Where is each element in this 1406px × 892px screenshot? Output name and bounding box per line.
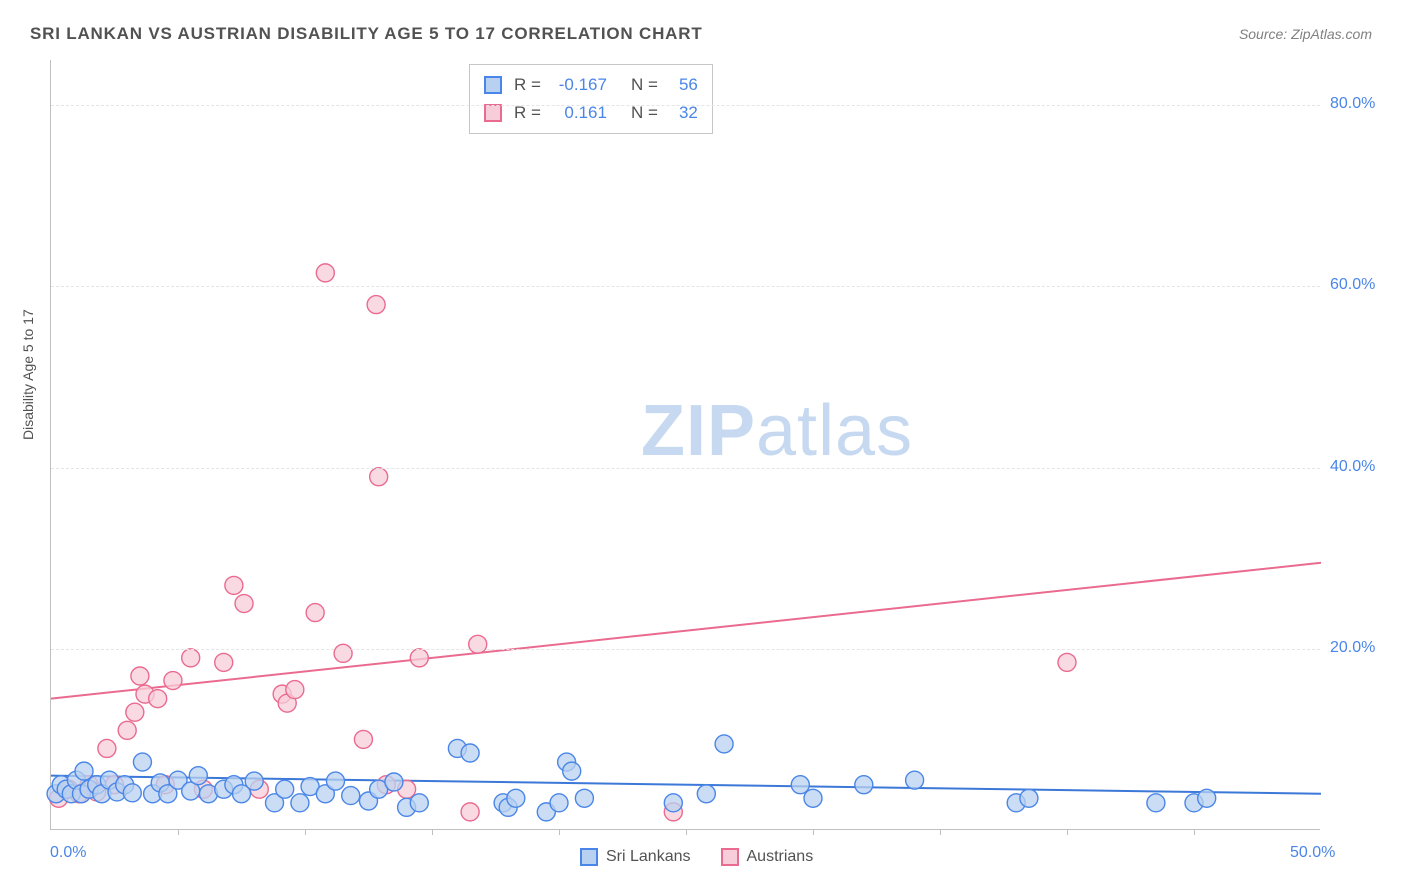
scatter-point [715,735,733,753]
scatter-point [1058,653,1076,671]
scatter-point [326,772,344,790]
y-tick-label: 80.0% [1330,95,1375,113]
scatter-point [276,780,294,798]
y-axis-label: Disability Age 5 to 17 [20,309,36,440]
scatter-point [235,595,253,613]
scatter-point [316,264,334,282]
scatter-point [334,644,352,662]
x-tick [1067,829,1068,835]
x-tick [1194,829,1195,835]
scatter-point [245,772,263,790]
x-tick-label: 50.0% [1290,844,1335,862]
series-legend: Sri Lankans Austrians [580,848,813,866]
scatter-point [461,803,479,821]
r-value: 0.161 [551,99,607,127]
scatter-point [306,604,324,622]
legend-row: R = -0.167 N = 56 [484,71,698,99]
scatter-point [286,681,304,699]
gridline [51,105,1320,106]
scatter-point [291,794,309,812]
scatter-point [461,744,479,762]
gridline [51,468,1320,469]
legend-item: Sri Lankans [580,848,691,866]
scatter-point [385,773,403,791]
scatter-point [563,762,581,780]
x-tick [559,829,560,835]
n-value: 32 [668,99,698,127]
x-tick-label: 0.0% [50,844,86,862]
legend-swatch [484,76,502,94]
n-label: N = [631,71,658,99]
scatter-point [1198,789,1216,807]
scatter-point [215,653,233,671]
n-value: 56 [668,71,698,99]
n-label: N = [631,99,658,127]
scatter-point [118,721,136,739]
legend-item: Austrians [721,848,814,866]
scatter-point [225,576,243,594]
scatter-point [164,672,182,690]
source-label: Source: ZipAtlas.com [1239,26,1372,42]
legend-swatch [484,104,502,122]
scatter-point [342,787,360,805]
x-tick [178,829,179,835]
scatter-point [410,794,428,812]
legend-label: Sri Lankans [606,848,691,866]
legend-label: Austrians [747,848,814,866]
x-tick [305,829,306,835]
scatter-point [367,296,385,314]
scatter-point [1147,794,1165,812]
scatter-point [410,649,428,667]
scatter-point [370,468,388,486]
scatter-point [98,739,116,757]
r-label: R = [514,71,541,99]
gridline [51,649,1320,650]
scatter-point [906,771,924,789]
scatter-point [182,649,200,667]
scatter-svg [51,60,1320,829]
scatter-point [133,753,151,771]
x-tick [940,829,941,835]
scatter-point [550,794,568,812]
scatter-point [354,730,372,748]
scatter-point [469,635,487,653]
scatter-point [126,703,144,721]
scatter-point [575,789,593,807]
x-tick [813,829,814,835]
scatter-point [123,784,141,802]
y-tick-label: 60.0% [1330,276,1375,294]
legend-swatch [580,848,598,866]
x-tick [432,829,433,835]
y-tick-label: 20.0% [1330,639,1375,657]
legend-swatch [721,848,739,866]
scatter-point [804,789,822,807]
chart-title: SRI LANKAN VS AUSTRIAN DISABILITY AGE 5 … [30,24,703,44]
scatter-point [664,794,682,812]
legend-row: R = 0.161 N = 32 [484,99,698,127]
scatter-point [507,789,525,807]
scatter-point [131,667,149,685]
correlation-legend: R = -0.167 N = 56 R = 0.161 N = 32 [469,64,713,134]
scatter-point [855,776,873,794]
gridline [51,286,1320,287]
x-tick [686,829,687,835]
scatter-point [697,785,715,803]
scatter-point [149,690,167,708]
r-label: R = [514,99,541,127]
scatter-point [1020,789,1038,807]
y-tick-label: 40.0% [1330,458,1375,476]
r-value: -0.167 [551,71,607,99]
chart-plot-area: ZIPatlas R =-0.167N =56R =0.161N =32 [50,60,1320,830]
scatter-point [189,767,207,785]
